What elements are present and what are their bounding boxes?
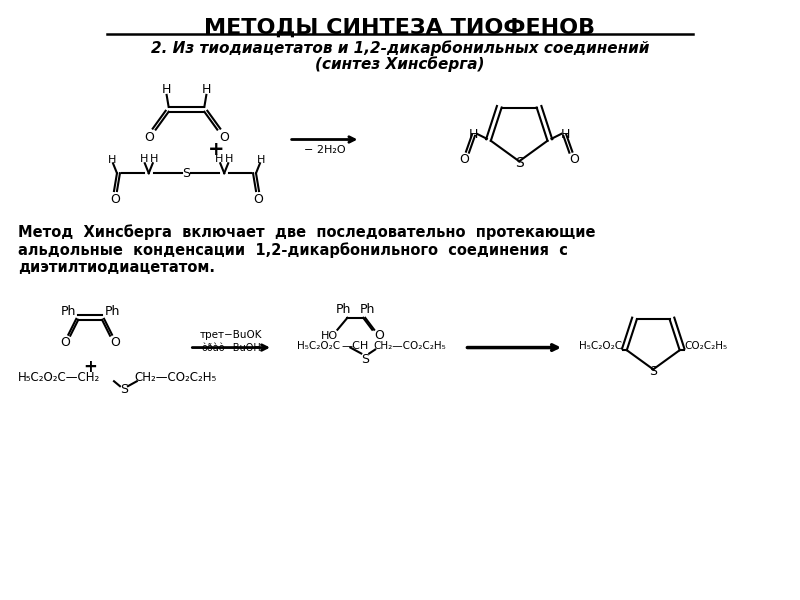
Text: S: S [182,167,190,179]
Text: O: O [219,131,229,144]
Text: H: H [108,155,116,166]
Text: H: H [162,83,171,97]
Text: O: O [253,193,263,206]
Text: S: S [514,156,523,170]
Text: S: S [650,365,658,378]
Text: диэтилтиодиацетатом.: диэтилтиодиацетатом. [18,260,214,275]
Text: H: H [202,83,211,97]
Text: O: O [144,131,154,144]
Text: H₅C₂O₂C: H₅C₂O₂C [298,341,341,350]
Text: CH₂—CO₂C₂H₅: CH₂—CO₂C₂H₅ [373,341,446,350]
Text: H: H [215,154,223,164]
Text: Ph: Ph [61,305,76,319]
Text: H: H [257,155,265,166]
Text: O: O [570,153,579,166]
Text: CH₂—CO₂C₂H₅: CH₂—CO₂C₂H₅ [135,371,217,384]
Text: S: S [120,383,128,395]
Text: трет−BuOK: трет−BuOK [200,329,262,340]
Text: H₅C₂O₂C: H₅C₂O₂C [578,341,622,351]
Text: H: H [468,128,478,142]
Text: CO₂C₂H₅: CO₂C₂H₅ [685,341,728,351]
Text: —CH: —CH [342,341,369,350]
Text: O: O [110,193,120,206]
Text: HO: HO [321,331,338,341]
Text: 2. Из тиодиацетатов и 1,2-дикарбонильных соединений: 2. Из тиодиацетатов и 1,2-дикарбонильных… [151,40,649,56]
Text: O: O [459,153,469,166]
Text: (синтез Хинсберга): (синтез Хинсберга) [315,56,485,72]
Text: Метод  Хинсберга  включает  две  последовательно  протекающие: Метод Хинсберга включает две последовате… [18,225,595,241]
Text: Ph: Ph [359,304,375,316]
Text: +: + [208,140,225,159]
Text: O: O [110,336,120,349]
Text: альдольные  конденсации  1,2-дикарбонильного  соединения  с: альдольные конденсации 1,2-дикарбонильно… [18,242,567,258]
Text: H: H [150,154,158,164]
Text: H₅C₂O₂C—CH₂: H₅C₂O₂C—CH₂ [18,371,100,384]
Text: Ph: Ph [104,305,120,319]
Text: − 2H₂O: − 2H₂O [304,145,346,155]
Text: H: H [225,154,234,164]
Text: H: H [561,128,570,142]
Text: +: + [83,358,97,376]
Text: O: O [61,336,70,349]
Text: H: H [140,154,148,164]
Text: МЕТОДЫ СИНТЕЗА ТИОФЕНОВ: МЕТОДЫ СИНТЕЗА ТИОФЕНОВ [205,17,595,38]
Text: Ph: Ph [336,304,351,316]
Text: òðàò−BuOH: òðàò−BuOH [202,343,261,353]
Text: O: O [374,329,384,342]
Text: S: S [362,353,370,366]
